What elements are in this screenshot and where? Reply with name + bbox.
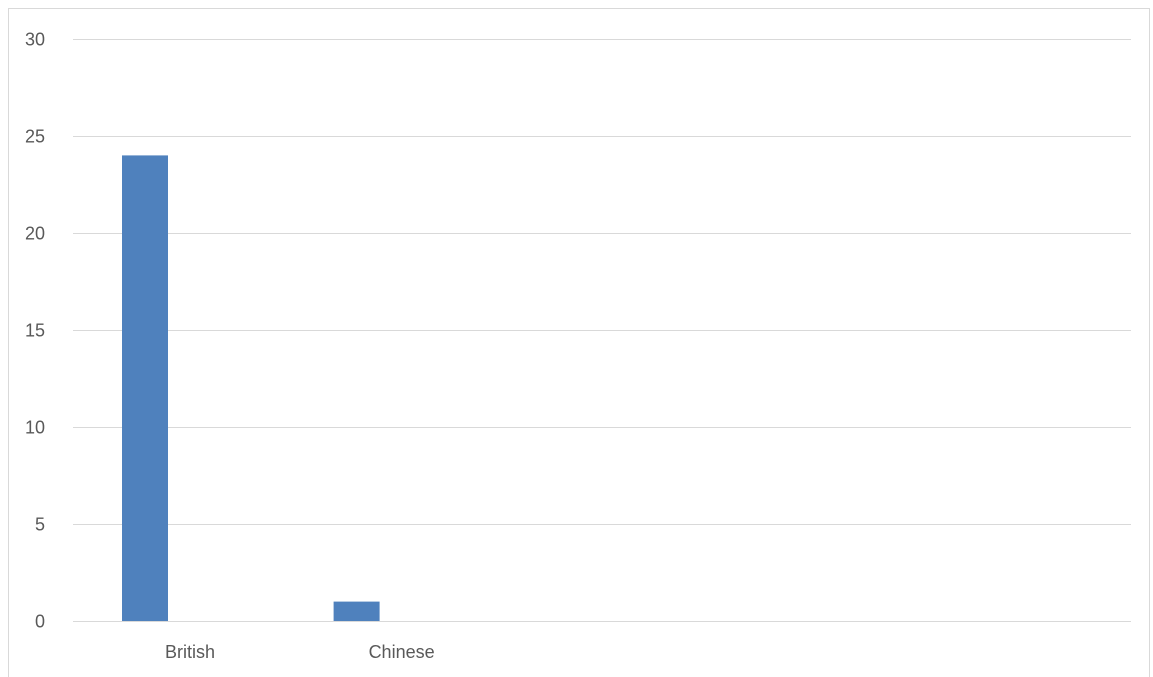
y-tick-label: 10 [25, 418, 45, 438]
x-category-labels: British Chinese [165, 642, 435, 662]
y-tick-labels: 0 5 10 15 20 25 30 [25, 30, 45, 632]
y-tick-label: 15 [25, 321, 45, 341]
bars [122, 155, 380, 621]
y-tick-label: 5 [35, 515, 45, 535]
x-category-label: Chinese [369, 642, 435, 662]
y-tick-label: 30 [25, 30, 45, 50]
bar-british [122, 155, 168, 621]
x-category-label: British [165, 642, 215, 662]
bar-chinese [333, 601, 380, 621]
y-tick-label: 20 [25, 224, 45, 244]
gridlines [73, 39, 1131, 525]
y-tick-label: 0 [35, 612, 45, 632]
chart-frame [8, 8, 1150, 677]
y-tick-label: 25 [25, 127, 45, 147]
